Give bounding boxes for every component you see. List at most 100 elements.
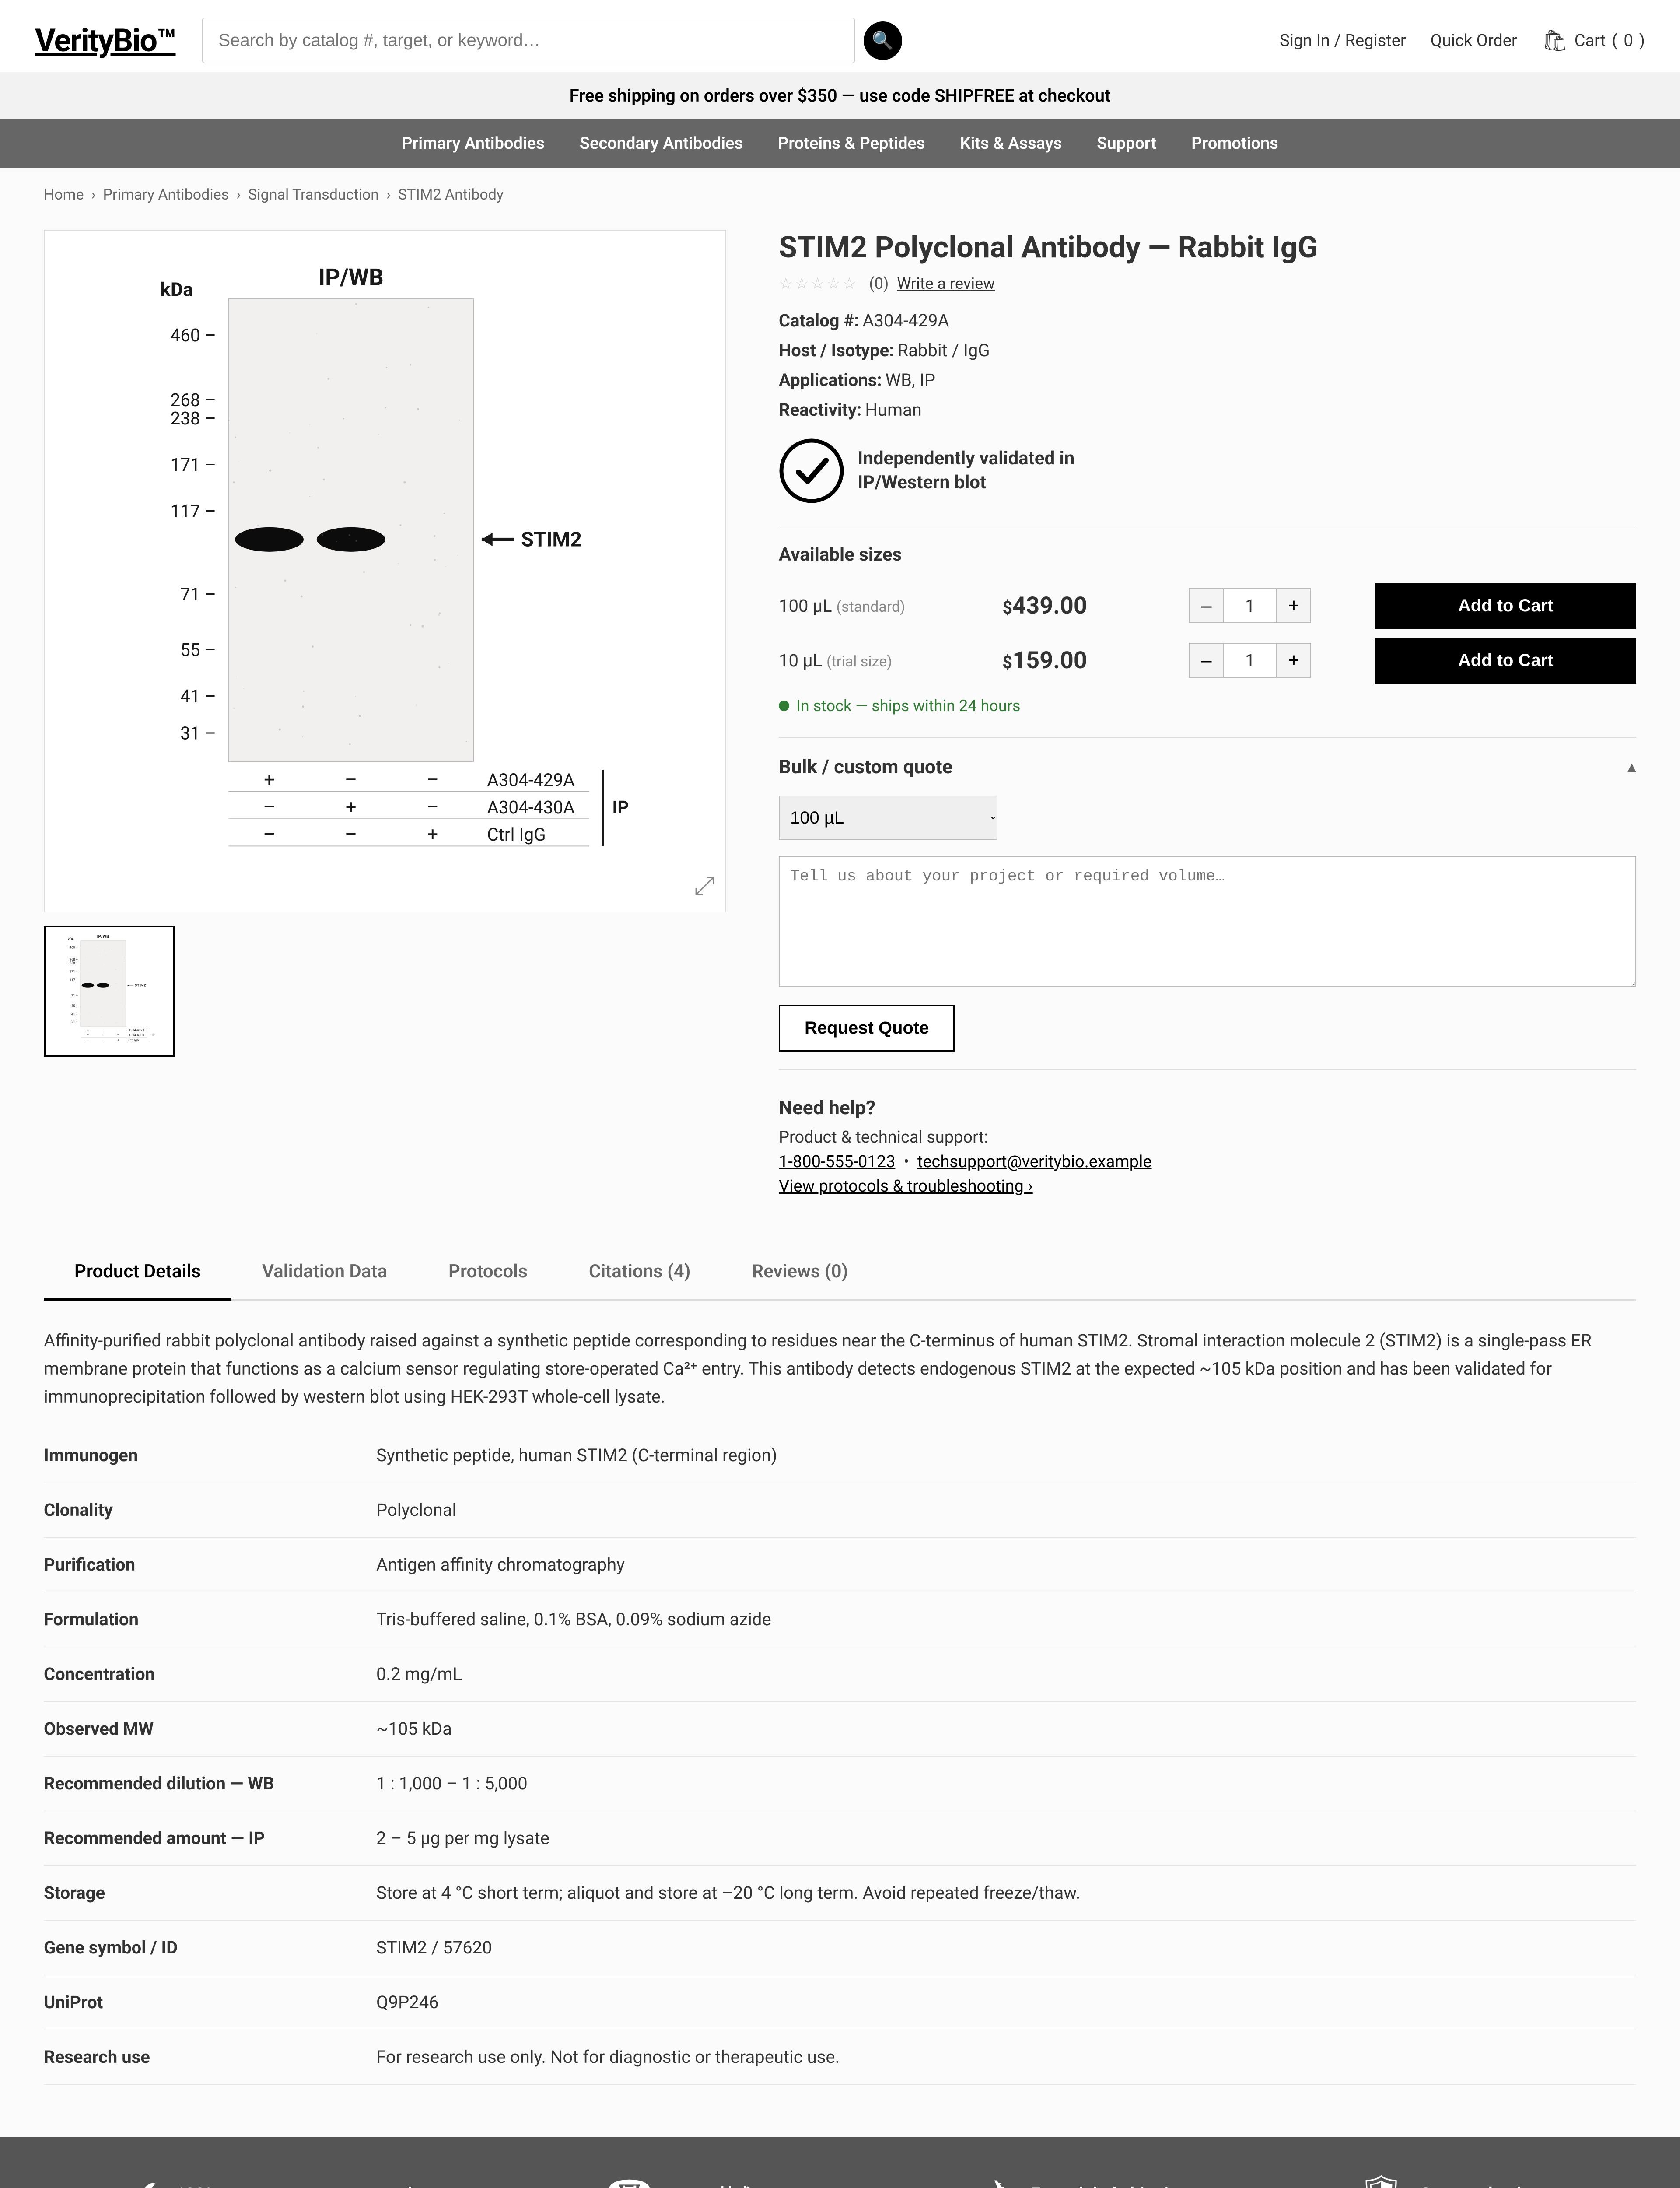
svg-text:460 –: 460 – [170, 325, 216, 346]
main-nav-list: Primary Antibodies Secondary Antibodies Pr… [0, 119, 1680, 168]
spec-value: Polyclonal [376, 1496, 1636, 1524]
qty-value: 1 [1224, 588, 1276, 623]
breadcrumb: Home › Primary Antibodies › Signal Trans… [0, 168, 1680, 203]
spec-value: Antigen affinity chromatography [376, 1551, 1636, 1579]
nav-item-0[interactable]: Primary Antibodies [402, 134, 545, 153]
validation-badge-text: Independently validated in IP/Western bl… [858, 447, 1138, 494]
ipwb-figure-thumb-icon: IP/WBkDa460 –268 –238 –171 –117 –71 –55 … [61, 934, 158, 1048]
breadcrumb-link-0[interactable]: Home [44, 186, 84, 203]
header-top-row: VerityBio™ 🔍 Sign In / Register Quick Or… [0, 0, 1680, 72]
nav-item-5[interactable]: Promotions [1191, 134, 1278, 153]
breadcrumb-link-1[interactable]: Primary Antibodies [103, 186, 229, 203]
host-label: Host / Isotype: [779, 340, 894, 361]
spec-row: Recommended dilution — WB1 : 1,000 – 1 :… [44, 1757, 1636, 1811]
tab-4[interactable]: Reviews (0) [721, 1245, 878, 1301]
svg-text:+: + [87, 1028, 89, 1032]
svg-text:A304-429A: A304-429A [487, 770, 574, 791]
product-tabs-section: Product DetailsValidation DataProtocolsC… [0, 1245, 1680, 2137]
tab-0[interactable]: Product Details [44, 1245, 231, 1301]
qty-decrement-button[interactable]: – [1189, 588, 1224, 623]
spec-row: Research useFor research use only. Not f… [44, 2030, 1636, 2085]
tab-2[interactable]: Protocols [418, 1245, 558, 1301]
bulk-notes-textarea[interactable] [779, 856, 1636, 987]
bulk-quote-toggle[interactable]: Bulk / custom quote ▴ [779, 755, 1636, 778]
nav-item-1[interactable]: Secondary Antibodies [580, 134, 743, 153]
in-stock-dot-icon [779, 701, 789, 711]
product-meta: Catalog #:A304-429A Host / Isotype:Rabbi… [779, 306, 1636, 425]
bulk-quote-body: 100 µL10 µLBulk Request Quote [779, 796, 1636, 1052]
sizes-heading: Available sizes [779, 544, 1636, 565]
size-price: $439.00 [1002, 592, 1189, 620]
spec-row: Gene symbol / IDSTIM2 / 57620 [44, 1921, 1636, 1975]
spec-value: ~105 kDa [376, 1715, 1636, 1743]
gallery-thumb-1[interactable]: IP/WBkDa460 –268 –238 –171 –117 –71 –55 … [44, 926, 175, 1057]
apps-label: Applications: [779, 370, 882, 390]
qty-value: 1 [1224, 643, 1276, 678]
stock-status: In stock — ships within 24 hours [779, 697, 1636, 715]
qty-decrement-button[interactable]: – [1189, 643, 1224, 678]
promo-banner: Free shipping on orders over $350 — use … [0, 72, 1680, 119]
svg-text:71 –: 71 – [180, 584, 216, 605]
bulk-quote-title: Bulk / custom quote [779, 755, 952, 778]
svg-text:117 –: 117 – [170, 501, 216, 522]
spec-row: StorageStore at 4 °C short term; aliquot… [44, 1866, 1636, 1921]
tab-1[interactable]: Validation Data [231, 1245, 418, 1301]
site-logo[interactable]: VerityBio™ [35, 22, 176, 59]
nav-item-2[interactable]: Proteins & Peptides [778, 134, 925, 153]
bulk-size-select[interactable]: 100 µL10 µLBulk [779, 796, 998, 840]
breadcrumb-link-2[interactable]: Signal Transduction [248, 186, 379, 203]
quantity-stepper: – 1 + [1189, 588, 1375, 623]
svg-text:kDa: kDa [161, 279, 193, 301]
spec-key: Purification [44, 1551, 376, 1579]
svg-text:31 –: 31 – [71, 1019, 78, 1023]
search-button[interactable]: 🔍 [864, 21, 902, 60]
spec-row: Observed MW~105 kDa [44, 1702, 1636, 1757]
qty-increment-button[interactable]: + [1276, 643, 1311, 678]
zoom-icon: ⤢ [694, 870, 715, 901]
svg-text:+: + [102, 1033, 104, 1037]
spec-row: UniProtQ9P246 [44, 1975, 1636, 2030]
support-protocols-link[interactable]: View protocols & troubleshooting › [779, 1177, 1033, 1196]
svg-text:238 –: 238 – [70, 961, 78, 965]
spec-key: UniProt [44, 1988, 376, 2016]
spec-value: 1 : 1,000 – 1 : 5,000 [376, 1770, 1636, 1798]
perk-label: Secure checkout [1421, 2184, 1552, 2188]
cart-count: 0 [1624, 31, 1633, 50]
spec-key: Clonality [44, 1496, 376, 1524]
tab-3[interactable]: Citations (4) [558, 1245, 721, 1301]
write-review-link[interactable]: Write a review [897, 274, 995, 293]
add-to-cart-button[interactable]: Add to Cart [1375, 583, 1636, 629]
spec-key: Recommended amount — IP [44, 1824, 376, 1852]
svg-text:171 –: 171 – [170, 454, 216, 475]
gallery-thumbnails: IP/WBkDa460 –268 –238 –171 –117 –71 –55 … [44, 926, 726, 1057]
add-to-cart-button[interactable]: Add to Cart [1375, 638, 1636, 684]
nav-item-3[interactable]: Kits & Assays [960, 134, 1062, 153]
support-email-link[interactable]: techsupport@veritybio.example [917, 1152, 1152, 1171]
svg-text:–: – [345, 769, 357, 791]
svg-text:71 –: 71 – [71, 993, 78, 997]
spec-row: Recommended amount — IP2 – 5 µg per mg l… [44, 1811, 1636, 1866]
quick-order-link[interactable]: Quick Order [1431, 31, 1517, 50]
support-block: Need help? Product & technical support: … [779, 1069, 1636, 1227]
support-phone-link[interactable]: 1-800-555-0123 [779, 1152, 895, 1171]
sku-value: A304-429A [862, 310, 949, 331]
svg-text:55 –: 55 – [71, 1004, 78, 1008]
spec-value: 2 – 5 µg per mg lysate [376, 1824, 1636, 1852]
spec-key: Storage [44, 1879, 376, 1907]
spec-row: Concentration0.2 mg/mL [44, 1647, 1636, 1702]
apps-value: WB, IP [886, 370, 935, 390]
cart-link[interactable]: 🛍 Cart (0) [1542, 28, 1645, 53]
cart-icon: 🛍 [1542, 28, 1568, 53]
search-input[interactable] [202, 18, 855, 63]
request-quote-button[interactable]: Request Quote [779, 1005, 955, 1052]
spec-table: ImmunogenSynthetic peptide, human STIM2 … [44, 1428, 1636, 2085]
gallery-main-image[interactable]: IP/WBkDa460 –268 –238 –171 –117 –71 –55 … [44, 230, 726, 912]
cart-label: Cart [1575, 31, 1606, 50]
support-title: Need help? [779, 1096, 1636, 1119]
size-label: 100 µL (standard) [779, 596, 1002, 616]
perk-label: 100% guarantee on every product [175, 2184, 437, 2188]
nav-item-4[interactable]: Support [1097, 134, 1156, 153]
qty-increment-button[interactable]: + [1276, 588, 1311, 623]
spec-key: Formulation [44, 1606, 376, 1634]
signin-link[interactable]: Sign In / Register [1280, 31, 1406, 50]
